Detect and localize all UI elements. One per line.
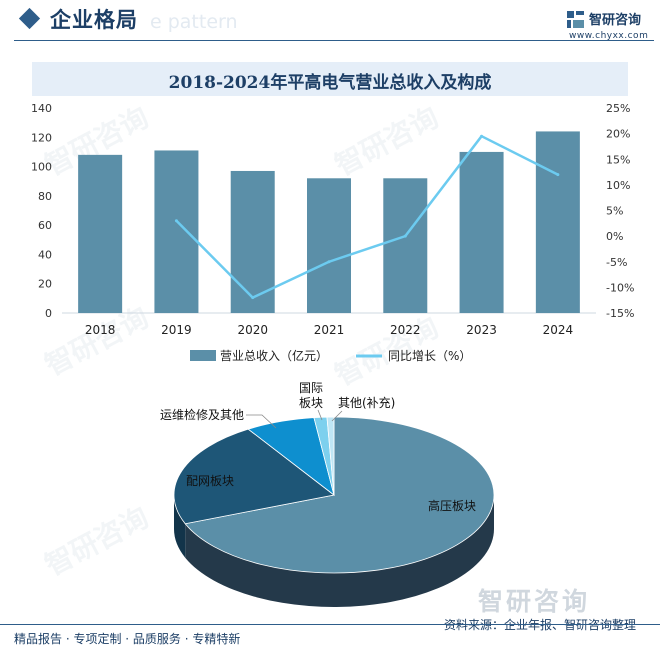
pie-leader-line <box>331 410 343 422</box>
bar-revenue <box>154 150 199 313</box>
bar-line-chart: 0 20 40 60 80 100 120 140 -15% -10% -5% 0% 5% 10% 15% 2… <box>31 102 634 363</box>
y-left-tick-label: 20 <box>38 278 52 291</box>
line-point <box>174 219 178 223</box>
source-note: 资料来源：企业年报、智研咨询整理 <box>444 618 637 632</box>
y-right-tick-label: 5% <box>606 205 623 218</box>
bar-revenue <box>459 151 504 313</box>
y-right-tick-label: 25% <box>606 102 630 115</box>
footer-divider <box>0 624 660 625</box>
y-left-tick-label: 0 <box>45 307 52 320</box>
pie-slice <box>326 416 335 496</box>
bar-revenue <box>78 154 123 313</box>
pie-leader-line <box>246 414 277 429</box>
line-point <box>327 260 331 264</box>
x-tick-label: 2019 <box>161 323 192 337</box>
line-point <box>556 173 560 177</box>
pie-label-international: 国际 <box>299 381 323 395</box>
y-left-tick-label: 60 <box>38 219 52 232</box>
y-right-tick-label: 20% <box>606 128 630 141</box>
pie-label-distribution: 配网板块 <box>186 474 234 488</box>
x-tick-label: 2022 <box>390 323 421 337</box>
bar-revenue <box>307 178 351 313</box>
line-point <box>480 134 484 138</box>
pie-label-maintenance: 运维检修及其他 <box>160 407 244 422</box>
page-header: e pattern 企业格局 智研咨询 www.chyxx.com <box>0 0 660 46</box>
pie-side-wall <box>174 495 186 558</box>
y-left-tick-label: 120 <box>31 131 52 144</box>
legend-swatch-revenue <box>190 350 216 361</box>
chart-title: 2018-2024年平高电气营业总收入及构成 <box>168 73 492 93</box>
legend-label-growth: 同比增长（%） <box>388 349 471 363</box>
y-left-tick-label: 40 <box>38 248 52 261</box>
pie-label-other: 其他(补充) <box>338 395 395 410</box>
header-background-text: e pattern <box>150 11 238 33</box>
line-yoy-growth <box>175 134 559 299</box>
pie-label-high-voltage: 高压板块 <box>428 498 476 513</box>
bar-revenue <box>230 170 275 313</box>
footer-brand-watermark: 智研咨询 <box>478 587 591 616</box>
y-left-tick-label: 100 <box>31 161 52 174</box>
y-left-tick-label: 140 <box>31 102 52 115</box>
bar-revenue <box>535 131 580 313</box>
pie-side-wall <box>185 495 494 608</box>
x-tick-label: 2018 <box>85 323 116 337</box>
page-title: 企业格局 <box>50 8 138 32</box>
y-right-tick-label: 10% <box>606 179 630 192</box>
pie-label-international: 板块 <box>299 396 323 410</box>
y-right-tick-label: 15% <box>606 153 630 166</box>
pie-leader-line <box>317 409 323 421</box>
bar-revenue <box>383 178 428 313</box>
x-tick-label: 2023 <box>466 323 497 337</box>
x-tick-label: 2024 <box>543 323 574 337</box>
pie-slice <box>184 416 495 574</box>
x-tick-label: 2020 <box>237 323 268 337</box>
y-right-tick-label: -15% <box>606 307 634 320</box>
x-tick-label: 2021 <box>314 323 345 337</box>
y-left-tick-label: 80 <box>38 190 52 203</box>
y-right-tick-label: -5% <box>606 256 627 269</box>
logo-icon <box>567 11 584 28</box>
logo-name: 智研咨询 <box>589 13 642 28</box>
y-right-tick-label: -10% <box>606 281 634 294</box>
line-point <box>403 234 407 238</box>
logo-url: www.chyxx.com <box>569 31 649 41</box>
legend-label-revenue: 营业总收入（亿元） <box>220 348 328 363</box>
pie-slice <box>173 428 335 525</box>
footer-tagline: 精品报告 · 专项定制 · 品质服务 · 专精特新 <box>14 632 241 646</box>
y-right-tick-label: 0% <box>606 230 623 243</box>
brand-logo[interactable]: 智研咨询 www.chyxx.com <box>567 8 657 42</box>
line-point <box>251 296 255 300</box>
header-divider <box>14 40 654 41</box>
chart-title-band: 2018-2024年平高电气营业总收入及构成 <box>32 62 628 96</box>
